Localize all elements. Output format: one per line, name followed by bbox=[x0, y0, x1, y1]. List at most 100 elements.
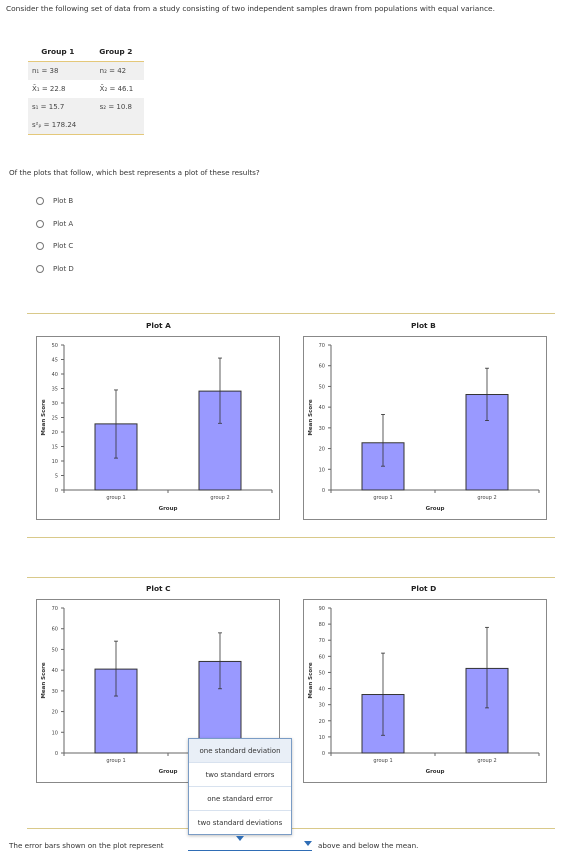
y-tick-label: 0 bbox=[322, 488, 325, 494]
x-axis-label: Group bbox=[159, 769, 178, 775]
cell-mean2: X̄₂ = 46.1 bbox=[99, 85, 134, 93]
option-label: Plot C bbox=[53, 242, 74, 250]
y-axis-label: Mean Score bbox=[308, 399, 314, 435]
intro-text: Consider the following set of data from … bbox=[6, 4, 495, 13]
y-tick-label: 5 bbox=[55, 474, 58, 480]
y-tick-label: 0 bbox=[322, 751, 325, 757]
y-tick-label: 30 bbox=[319, 426, 325, 432]
y-tick-label: 40 bbox=[52, 668, 58, 674]
y-tick-label: 35 bbox=[52, 387, 58, 393]
y-tick-label: 50 bbox=[52, 343, 58, 349]
sentence-suffix: above and below the mean. bbox=[318, 841, 419, 850]
plot-b-title: Plot B bbox=[411, 321, 436, 330]
radio-icon[interactable] bbox=[36, 242, 44, 250]
cell-n1: n₁ = 38 bbox=[28, 61, 88, 80]
y-tick-label: 60 bbox=[319, 364, 325, 370]
y-tick-label: 10 bbox=[319, 735, 325, 741]
y-tick-label: 30 bbox=[52, 401, 58, 407]
dropdown-option[interactable]: two standard errors bbox=[189, 762, 291, 786]
cell-s2: s₂ = 10.8 bbox=[87, 98, 144, 116]
y-tick-label: 80 bbox=[319, 622, 325, 628]
radio-icon[interactable] bbox=[36, 197, 44, 205]
separator bbox=[27, 313, 555, 314]
y-tick-label: 30 bbox=[52, 689, 58, 695]
sentence-prefix: The error bars shown on the plot represe… bbox=[9, 841, 164, 850]
separator bbox=[27, 537, 555, 538]
option-label: Plot A bbox=[53, 220, 74, 228]
option-plot-d[interactable]: Plot D bbox=[36, 263, 74, 275]
plot-a-title: Plot A bbox=[146, 321, 171, 330]
category-label: group 2 bbox=[210, 495, 229, 501]
y-tick-label: 70 bbox=[52, 606, 58, 612]
dropdown-option[interactable]: one standard deviation bbox=[189, 739, 291, 762]
y-tick-label: 50 bbox=[319, 670, 325, 676]
y-tick-label: 70 bbox=[319, 343, 325, 349]
question-text: Of the plots that follow, which best rep… bbox=[9, 168, 260, 177]
option-plot-c[interactable]: Plot C bbox=[36, 240, 73, 252]
y-tick-label: 45 bbox=[52, 358, 58, 364]
dropdown-pointer-icon bbox=[236, 836, 244, 841]
cell-mean1: X̄₁ = 22.8 bbox=[32, 85, 66, 93]
y-tick-label: 20 bbox=[319, 719, 325, 725]
plot-d-chart: 0 10 20 30 40 50 60 70 80 90 group 1 group 2 Group Me… bbox=[303, 599, 547, 783]
y-tick-label: 0 bbox=[55, 488, 58, 494]
radio-icon[interactable] bbox=[36, 265, 44, 273]
cell-s1: s₁ = 15.7 bbox=[28, 98, 88, 116]
y-tick-label: 20 bbox=[52, 710, 58, 716]
error-bar-select[interactable] bbox=[188, 839, 312, 851]
y-tick-label: 10 bbox=[52, 459, 58, 465]
header-group-2: Group 2 bbox=[87, 42, 144, 62]
option-plot-a[interactable]: Plot A bbox=[36, 218, 73, 230]
y-tick-label: 25 bbox=[52, 416, 58, 422]
plot-d-svg: 0 10 20 30 40 50 60 70 80 90 group 1 group 2 Group Me… bbox=[308, 606, 540, 775]
category-label: group 2 bbox=[477, 758, 496, 764]
y-axis-label: Mean Score bbox=[308, 662, 314, 698]
plot-d-title: Plot D bbox=[411, 584, 437, 593]
y-tick-label: 90 bbox=[319, 606, 325, 612]
y-tick-label: 40 bbox=[52, 372, 58, 378]
option-plot-b[interactable]: Plot B bbox=[36, 195, 73, 207]
y-tick-label: 10 bbox=[319, 467, 325, 473]
chevron-down-icon[interactable] bbox=[304, 841, 312, 846]
category-label: group 1 bbox=[373, 495, 392, 501]
plot-b-svg: 0 10 20 30 40 50 60 70 group 1 group 2 Group Mean S… bbox=[308, 343, 540, 512]
category-label: group 1 bbox=[106, 758, 125, 764]
error-bar-dropdown-list: one standard deviation two standard erro… bbox=[188, 738, 292, 835]
y-tick-label: 0 bbox=[55, 751, 58, 757]
category-label: group 1 bbox=[106, 495, 125, 501]
dropdown-option[interactable]: one standard error bbox=[189, 786, 291, 810]
plot-b-chart: 0 10 20 30 40 50 60 70 group 1 group 2 Group Mean S… bbox=[303, 336, 547, 520]
dropdown-option[interactable]: two standard deviations bbox=[189, 810, 291, 834]
y-tick-label: 40 bbox=[319, 687, 325, 693]
y-tick-label: 50 bbox=[52, 647, 58, 653]
separator bbox=[27, 577, 555, 578]
y-tick-label: 60 bbox=[52, 627, 58, 633]
radio-icon[interactable] bbox=[36, 220, 44, 228]
cell-pooled-variance: s²ₚ = 178.24 bbox=[28, 116, 88, 135]
plot-c-title: Plot C bbox=[146, 584, 171, 593]
y-tick-label: 20 bbox=[52, 430, 58, 436]
y-tick-label: 40 bbox=[319, 405, 325, 411]
y-tick-label: 15 bbox=[52, 445, 58, 451]
category-label: group 1 bbox=[373, 758, 392, 764]
y-tick-label: 60 bbox=[319, 654, 325, 660]
header-group-1: Group 1 bbox=[28, 42, 88, 62]
y-tick-label: 10 bbox=[52, 730, 58, 736]
y-tick-label: 70 bbox=[319, 638, 325, 644]
y-tick-label: 50 bbox=[319, 384, 325, 390]
x-axis-label: Group bbox=[426, 769, 445, 775]
option-label: Plot B bbox=[53, 197, 74, 205]
plot-a-svg: 0 5 10 15 20 25 30 35 40 45 50 group 1 group 2 Group M… bbox=[41, 343, 273, 512]
x-axis-label: Group bbox=[159, 506, 178, 512]
y-tick-label: 30 bbox=[319, 703, 325, 709]
category-label: group 2 bbox=[477, 495, 496, 501]
cell-n2: n₂ = 42 bbox=[87, 61, 144, 80]
cell-empty bbox=[87, 116, 144, 135]
stats-table: Group 1 Group 2 n₁ = 38 n₂ = 42 X̄₁ = 22… bbox=[28, 42, 144, 135]
option-label: Plot D bbox=[53, 265, 74, 273]
plot-a-chart: 0 5 10 15 20 25 30 35 40 45 50 group 1 group 2 Group M… bbox=[36, 336, 280, 520]
x-axis-label: Group bbox=[426, 506, 445, 512]
y-axis-label: Mean Score bbox=[41, 399, 47, 435]
